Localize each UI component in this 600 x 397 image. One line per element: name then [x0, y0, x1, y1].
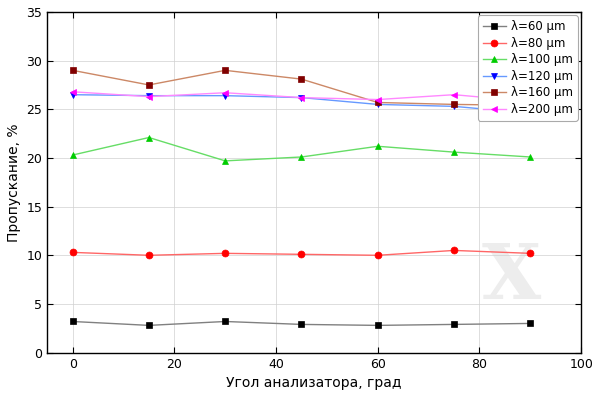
λ=60 μm	[221, 319, 229, 324]
λ=160 μm	[451, 102, 458, 107]
λ=200 μm	[451, 93, 458, 97]
λ=200 μm	[145, 94, 152, 99]
λ=120 μm	[451, 104, 458, 109]
Line: λ=100 μm: λ=100 μm	[69, 134, 534, 164]
λ=120 μm	[374, 102, 382, 107]
λ=120 μm	[145, 93, 152, 98]
λ=120 μm	[527, 111, 534, 116]
λ=60 μm	[374, 323, 382, 328]
Line: λ=80 μm: λ=80 μm	[69, 247, 534, 259]
λ=60 μm	[451, 322, 458, 327]
λ=200 μm	[221, 91, 229, 95]
λ=80 μm	[527, 251, 534, 256]
λ=120 μm	[221, 93, 229, 98]
λ=60 μm	[298, 322, 305, 327]
λ=60 μm	[527, 321, 534, 326]
Line: λ=120 μm: λ=120 μm	[69, 91, 534, 117]
X-axis label: Угол анализатора, град: Угол анализатора, град	[226, 376, 402, 390]
λ=80 μm	[451, 248, 458, 253]
λ=100 μm	[374, 144, 382, 148]
λ=100 μm	[69, 153, 76, 158]
λ=60 μm	[145, 323, 152, 328]
λ=100 μm	[145, 135, 152, 140]
λ=160 μm	[221, 68, 229, 73]
λ=100 μm	[527, 154, 534, 159]
λ=100 μm	[298, 154, 305, 159]
λ=200 μm	[69, 89, 76, 94]
λ=80 μm	[145, 253, 152, 258]
λ=160 μm	[69, 68, 76, 73]
Text: X: X	[482, 241, 541, 315]
λ=80 μm	[374, 253, 382, 258]
λ=160 μm	[145, 83, 152, 87]
Line: λ=200 μm: λ=200 μm	[69, 88, 534, 105]
λ=120 μm	[298, 95, 305, 100]
λ=80 μm	[221, 251, 229, 256]
Line: λ=60 μm: λ=60 μm	[69, 318, 534, 329]
λ=80 μm	[298, 252, 305, 257]
λ=60 μm	[69, 319, 76, 324]
Legend: λ=60 μm, λ=80 μm, λ=100 μm, λ=120 μm, λ=160 μm, λ=200 μm: λ=60 μm, λ=80 μm, λ=100 μm, λ=120 μm, λ=…	[478, 15, 578, 121]
λ=200 μm	[298, 95, 305, 100]
λ=160 μm	[527, 103, 534, 108]
Line: λ=160 μm: λ=160 μm	[69, 67, 534, 109]
λ=200 μm	[527, 99, 534, 104]
λ=120 μm	[69, 93, 76, 97]
λ=160 μm	[298, 77, 305, 81]
Y-axis label: Пропускание, %: Пропускание, %	[7, 123, 21, 241]
λ=100 μm	[221, 158, 229, 163]
λ=160 μm	[374, 100, 382, 105]
λ=80 μm	[69, 250, 76, 255]
λ=100 μm	[451, 150, 458, 154]
λ=200 μm	[374, 97, 382, 102]
